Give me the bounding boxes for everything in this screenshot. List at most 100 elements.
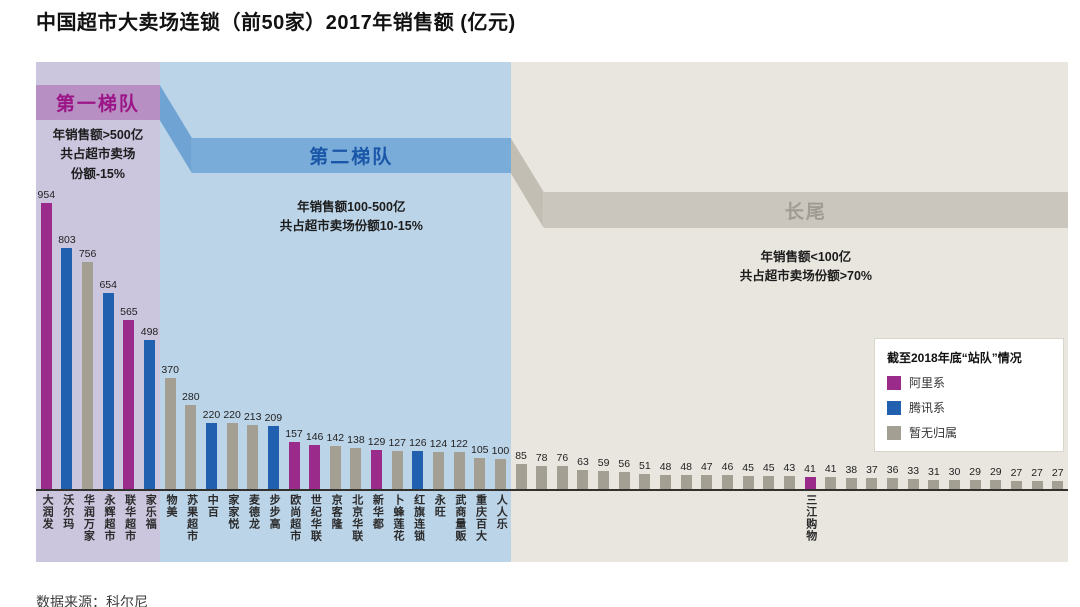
bar-category-label: 永辉超市 [103,494,116,542]
bar-label-area [573,489,594,562]
bar-slot: 220 中百 [201,62,222,562]
bar-value-label: 100 [491,445,510,457]
bar-value-label: 209 [264,412,283,424]
bar-slot: 38 [841,62,862,562]
bar-value-label: 56 [618,458,631,470]
bar-slot: 27 [1047,62,1068,562]
bar-value-label: 63 [577,456,589,468]
bar-area: 803 [57,62,78,489]
bar-label-area: 中百 [201,489,222,562]
bar-value-label: 220 [202,409,221,421]
bar-area: 59 [593,62,614,489]
bar [474,458,486,489]
bar-slot: 138 北京华联 [346,62,367,562]
bar [721,475,733,489]
bar-value-label: 31 [928,466,940,478]
legend-item: 腾讯系 [887,399,1051,416]
bar-slot: 29 [965,62,986,562]
bar [1052,481,1064,489]
bar-slot: 46 [717,62,738,562]
bar-label-area: 京客隆 [325,489,346,562]
bar-value-label: 142 [326,432,345,444]
bar-area: 122 [449,62,470,489]
bar-value-label: 41 [804,463,816,475]
bar-area: 138 [346,62,367,489]
bar-label-area [758,489,779,562]
bar [887,478,899,489]
bar [123,320,135,489]
bar-label-area [655,489,676,562]
bar [61,248,73,489]
bar-category-label: 麦德龙 [247,494,260,530]
bar-slot: 27 [1006,62,1027,562]
bar-label-area [779,489,800,562]
bar-slot: 31 [924,62,945,562]
bar-label-area [531,489,552,562]
bar-label-area: 三江购物 [800,489,821,562]
bar-label-area: 苏果超市 [180,489,201,562]
bar-slot: 51 [635,62,656,562]
bar-category-label: 联华超市 [123,494,136,542]
bar-area: 124 [428,62,449,489]
bar-area: 41 [820,62,841,489]
bar-label-area [511,489,532,562]
bar [845,478,857,489]
bar-label-area [882,489,903,562]
tier3-description: 年销售额<100亿 共占超市卖场份额>70% [739,250,873,284]
bar-label-area: 重庆百大 [469,489,490,562]
bar-slot: 56 [614,62,635,562]
bar-area: 27 [1006,62,1027,489]
bar-category-label: 卜蜂莲花 [391,494,404,542]
bar-value-label: 29 [989,466,1002,478]
bar-slot: 105 重庆百大 [469,62,490,562]
bar-label-area [944,489,965,562]
bar-value-label: 27 [1051,467,1064,479]
tier2-description: 年销售额100-500亿 共占超市卖场份额10-15% [279,200,423,234]
bar [763,476,775,489]
bar-label-area [552,489,573,562]
bar-slot: 85 [511,62,532,562]
bar-area: 41 [800,62,821,489]
bar-label-area: 沃尔玛 [57,489,78,562]
bar-label-area [924,489,945,562]
bar [329,446,341,489]
bar-value-label: 45 [762,462,775,474]
bar-label-area: 武商量贩 [449,489,470,562]
bar-slot: 45 [758,62,779,562]
bar-category-label: 沃尔玛 [61,494,74,530]
bar [185,405,197,489]
bar-category-label: 世纪华联 [309,494,322,542]
bar-area: 565 [119,62,140,489]
bar-area: 48 [676,62,697,489]
bar-area: 146 [304,62,325,489]
bar-value-label: 48 [659,461,672,473]
bar-label-area: 新华都 [366,489,387,562]
bar-area: 954 [36,62,57,489]
bar-area: 56 [614,62,635,489]
bar-value-label: 122 [450,438,468,450]
bar-area: 27 [1047,62,1068,489]
bar-value-label: 126 [409,437,427,449]
bar-area: 63 [573,62,594,489]
bar-slot: 76 [552,62,573,562]
bar-label-area [635,489,656,562]
bar-label-area [717,489,738,562]
tier2-header-band: 第二梯队 [191,138,511,173]
bar-label-area: 欧尚超市 [284,489,305,562]
bar-value-label: 45 [742,462,754,474]
bar-area: 142 [325,62,346,489]
bar-category-label: 大润发 [41,494,54,530]
bar [804,477,816,489]
bar-area: 498 [139,62,160,489]
bar-value-label: 129 [367,436,386,448]
bar-category-label: 家家悦 [226,494,239,530]
bar [949,480,960,489]
bar-area: 29 [985,62,1006,489]
bar-value-label: 43 [783,462,796,474]
legend-label: 腾讯系 [909,401,946,415]
bar-value-label: 47 [700,461,713,473]
bar-value-label: 146 [305,431,324,443]
tier3-header-band: 长尾 [543,192,1068,228]
bar-slot: 36 [882,62,903,562]
